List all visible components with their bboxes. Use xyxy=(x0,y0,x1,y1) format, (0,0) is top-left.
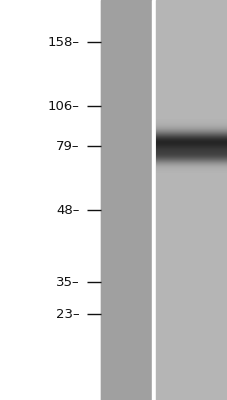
Bar xyxy=(155,146,227,147)
Bar xyxy=(155,160,227,161)
Bar xyxy=(155,0,227,400)
Text: 48–: 48– xyxy=(56,204,79,216)
Bar xyxy=(155,168,227,169)
Bar xyxy=(155,129,227,130)
Bar xyxy=(155,157,227,158)
Bar xyxy=(155,166,227,167)
Bar xyxy=(155,156,227,157)
Bar xyxy=(155,159,227,160)
Bar xyxy=(155,126,227,127)
Bar xyxy=(155,122,227,123)
Bar xyxy=(155,134,227,135)
Text: 79–: 79– xyxy=(56,140,79,152)
Text: 35–: 35– xyxy=(56,276,79,288)
Bar xyxy=(155,154,227,155)
Bar xyxy=(155,163,227,164)
Text: 106–: 106– xyxy=(48,100,79,112)
Bar xyxy=(155,125,227,126)
Bar xyxy=(155,147,227,148)
Bar xyxy=(155,142,227,143)
Bar xyxy=(155,151,227,152)
Bar xyxy=(155,130,227,131)
Bar xyxy=(155,119,227,120)
Bar xyxy=(155,127,227,128)
Bar xyxy=(155,136,227,137)
Bar xyxy=(151,0,155,400)
Bar xyxy=(155,164,227,165)
Bar xyxy=(155,152,227,153)
Bar xyxy=(155,143,227,144)
Bar xyxy=(155,137,227,138)
Bar xyxy=(101,0,151,400)
Bar xyxy=(155,135,227,136)
Bar xyxy=(155,133,227,134)
Bar xyxy=(155,140,227,141)
Bar xyxy=(155,141,227,142)
Bar xyxy=(155,120,227,121)
Bar xyxy=(155,144,227,145)
Bar xyxy=(155,131,227,132)
Bar xyxy=(155,124,227,125)
Bar xyxy=(155,158,227,159)
Bar xyxy=(155,145,227,146)
Text: 158–: 158– xyxy=(48,36,79,48)
Bar xyxy=(155,121,227,122)
Bar xyxy=(155,165,227,166)
Bar xyxy=(155,128,227,129)
Bar xyxy=(155,148,227,149)
Bar xyxy=(155,162,227,163)
Bar xyxy=(155,132,227,133)
Text: 23–: 23– xyxy=(56,308,79,320)
Bar xyxy=(155,169,227,170)
Bar xyxy=(155,123,227,124)
Bar xyxy=(155,161,227,162)
Bar xyxy=(155,139,227,140)
Bar xyxy=(155,167,227,168)
Bar xyxy=(155,155,227,156)
Bar xyxy=(155,172,227,173)
Bar xyxy=(155,170,227,171)
Bar xyxy=(155,153,227,154)
Bar xyxy=(155,171,227,172)
Bar xyxy=(101,0,227,400)
Bar xyxy=(155,138,227,139)
Bar xyxy=(155,149,227,150)
Bar xyxy=(155,150,227,151)
